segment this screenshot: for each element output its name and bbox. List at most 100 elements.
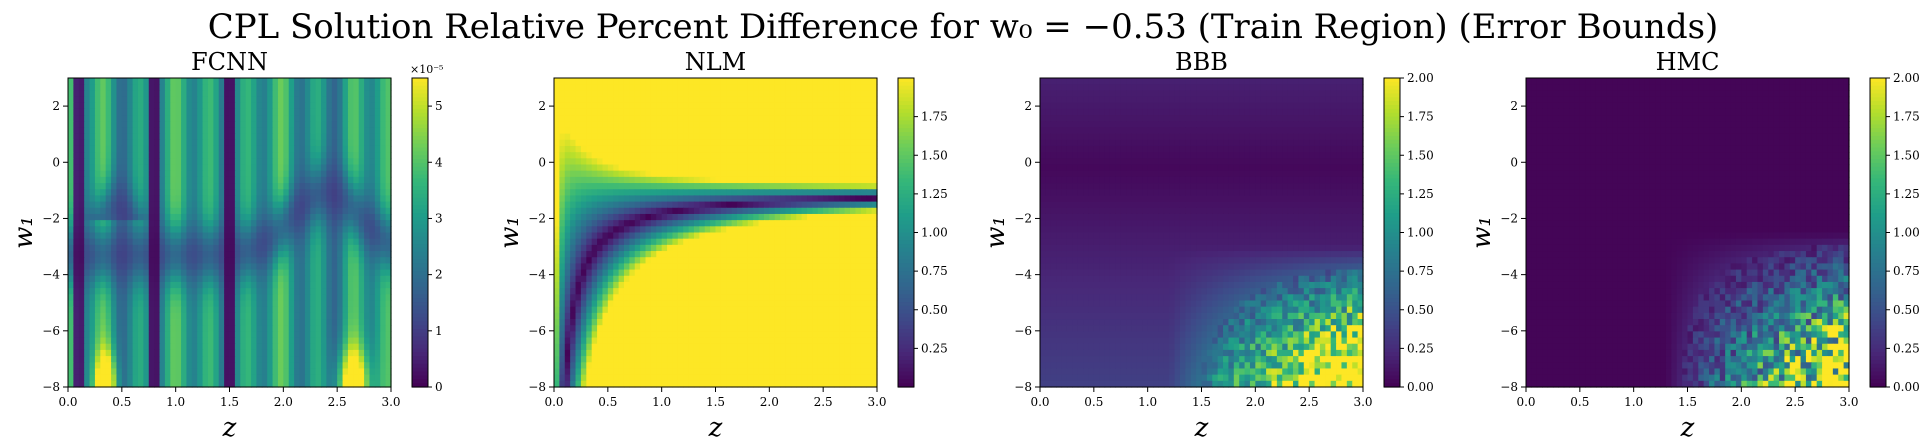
heatmap-cell: [347, 356, 354, 363]
heatmap-cell: [89, 164, 96, 172]
heatmap-cell: [256, 331, 263, 339]
heatmap-cell: [364, 189, 371, 197]
heatmap-cell: [175, 164, 182, 172]
heatmap-cell: [137, 244, 144, 252]
heatmap-cell: [111, 145, 118, 153]
heatmap-cell: [111, 195, 118, 203]
heatmap-cell: [871, 96, 878, 104]
heatmap-cell: [304, 238, 311, 246]
heatmap-cell: [704, 183, 711, 190]
heatmap-cell: [127, 226, 134, 234]
heatmap-cell: [607, 84, 614, 91]
heatmap-cell: [94, 226, 101, 234]
heatmap-cell: [801, 189, 808, 197]
heatmap-cell: [321, 288, 327, 295]
heatmap-cell: [580, 251, 587, 258]
heatmap-cell: [597, 78, 604, 85]
heatmap-cell: [358, 183, 365, 190]
heatmap-cell: [699, 220, 706, 227]
heatmap-cell: [683, 127, 690, 135]
heatmap-cell: [310, 220, 317, 227]
heatmap-cell: [116, 96, 123, 104]
heatmap-cell: [575, 226, 582, 234]
heatmap-cell: [229, 238, 236, 246]
heatmap-cell: [817, 238, 824, 246]
heatmap-cell: [591, 115, 598, 122]
heatmap-cell: [121, 207, 128, 215]
heatmap-cell: [288, 294, 295, 302]
heatmap-cell: [607, 158, 614, 166]
heatmap-cell: [256, 368, 263, 376]
heatmap-cell: [575, 176, 582, 184]
heatmap-cell: [860, 133, 867, 141]
heatmap-cell: [164, 232, 171, 240]
heatmap-cell: [148, 374, 155, 382]
heatmap-cell: [111, 356, 118, 363]
heatmap-cell: [137, 189, 144, 197]
heatmap-cell: [191, 343, 198, 351]
heatmap-cell: [774, 213, 781, 221]
heatmap-cell: [758, 164, 765, 172]
heatmap-cell: [559, 102, 566, 110]
heatmap-cell: [753, 251, 760, 258]
heatmap-cell: [855, 102, 862, 110]
heatmap-cell: [202, 115, 209, 122]
heatmap-cell: [640, 220, 647, 227]
heatmap-cell: [871, 127, 878, 135]
heatmap-cell: [559, 78, 566, 85]
heatmap-cell: [251, 251, 258, 258]
heatmap-cell: [294, 115, 301, 122]
heatmap-cell: [315, 238, 322, 246]
heatmap-cell: [812, 127, 819, 135]
heatmap-cell: [310, 207, 317, 215]
heatmap-cell: [116, 337, 123, 345]
heatmap-cell: [137, 294, 144, 302]
heatmap-cell: [154, 349, 161, 357]
heatmap-cell: [753, 195, 760, 203]
heatmap-cell: [871, 170, 878, 178]
heatmap-cell: [132, 108, 139, 116]
heatmap-cell: [559, 133, 566, 141]
heatmap-cell: [860, 189, 867, 197]
heatmap-cell: [89, 108, 96, 116]
heatmap-cell: [855, 115, 862, 122]
heatmap-cell: [186, 213, 193, 221]
heatmap-cell: [240, 300, 247, 308]
heatmap-cell: [304, 349, 311, 357]
heatmap-cell: [159, 269, 166, 277]
heatmap-cell: [111, 349, 118, 357]
colorbar-tick-label: 1: [435, 324, 443, 338]
heatmap-cell: [591, 145, 598, 153]
heatmap-cell: [586, 121, 593, 129]
heatmap-cell: [116, 213, 123, 221]
heatmap-cell: [251, 207, 258, 215]
heatmap-cell: [164, 183, 171, 190]
heatmap-cell: [586, 201, 593, 209]
colorbar-segment: [412, 286, 428, 292]
heatmap-cell: [634, 226, 641, 234]
heatmap-cell: [358, 139, 365, 147]
heatmap-cell: [68, 170, 74, 178]
heatmap-cell: [73, 195, 80, 203]
heatmap-cell: [132, 139, 139, 147]
heatmap-cell: [272, 337, 279, 345]
heatmap-cell: [105, 300, 112, 308]
heatmap-cell: [385, 226, 392, 234]
heatmap-cell: [326, 238, 333, 246]
heatmap-cell: [817, 78, 824, 85]
heatmap-cell: [554, 226, 560, 234]
heatmap-cell: [240, 139, 247, 147]
heatmap-cell: [132, 158, 139, 166]
colorbar-segment: [412, 356, 428, 361]
heatmap-cell: [251, 269, 258, 277]
heatmap-cell: [121, 300, 128, 308]
heatmap-cell: [245, 213, 252, 221]
heatmap-cell: [726, 232, 733, 240]
heatmap-cell: [100, 269, 107, 277]
heatmap-cell: [181, 189, 188, 197]
heatmap-cell: [299, 306, 306, 314]
heatmap-cell: [89, 331, 96, 339]
heatmap-cell: [358, 269, 365, 277]
x-tick-label: 3.0: [381, 395, 400, 409]
heatmap-cell: [554, 238, 560, 246]
